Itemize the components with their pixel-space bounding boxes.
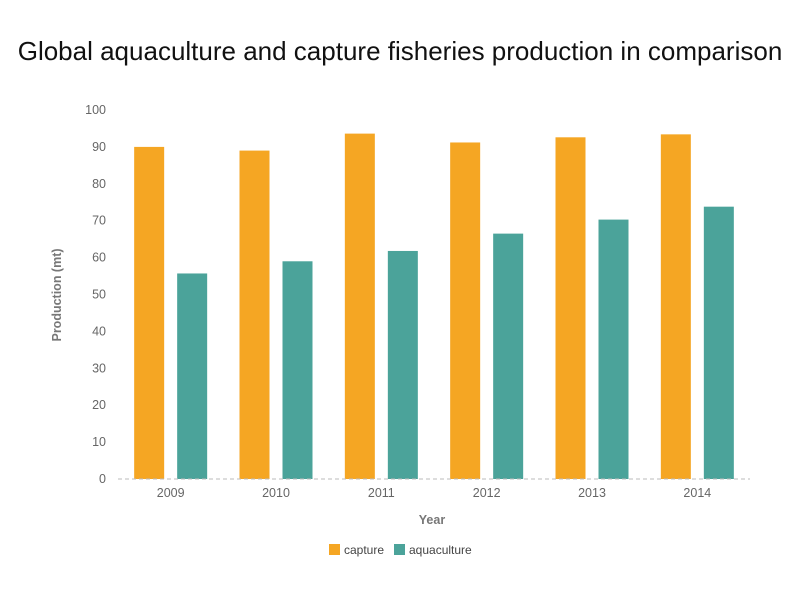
chart-title: Global aquaculture and capture fisheries… [17, 36, 783, 66]
legend-label-capture: capture [344, 543, 384, 557]
y-tick-label: 100 [85, 103, 106, 117]
bars [134, 133, 734, 480]
x-axis-ticks: 2009 2010 2011 2012 2013 2014 [157, 486, 712, 500]
y-tick-label: 90 [92, 140, 106, 154]
x-tick-label: 2010 [262, 486, 290, 500]
bar-aquaculture-2010 [282, 261, 313, 479]
legend-label-aquaculture: aquaculture [409, 543, 472, 557]
bar-capture-2010 [239, 150, 270, 479]
bar-aquaculture-2013 [598, 219, 629, 479]
bar-aquaculture-2014 [703, 206, 734, 480]
y-tick-label: 50 [92, 288, 106, 302]
y-tick-label: 20 [92, 398, 106, 412]
bar-capture-2009 [134, 146, 165, 479]
y-tick-label: 30 [92, 361, 106, 375]
bar-capture-2014 [660, 134, 691, 479]
x-tick-label: 2013 [578, 486, 606, 500]
bar-capture-2011 [344, 133, 375, 479]
x-tick-label: 2009 [157, 486, 185, 500]
x-axis-title: Year [419, 513, 446, 527]
bar-capture-2013 [555, 137, 586, 479]
legend-swatch-aquaculture [394, 544, 405, 555]
bar-aquaculture-2009 [177, 273, 208, 479]
y-tick-label: 0 [99, 472, 106, 486]
y-axis-title: Production (mt) [50, 248, 64, 341]
bar-capture-2012 [450, 142, 481, 480]
y-axis-ticks: 0 10 20 30 40 50 60 70 80 90 100 [85, 103, 106, 486]
legend-swatch-capture [329, 544, 340, 555]
x-tick-label: 2012 [473, 486, 501, 500]
y-tick-label: 80 [92, 177, 106, 191]
x-tick-label: 2014 [683, 486, 711, 500]
bar-aquaculture-2011 [387, 250, 418, 479]
y-tick-label: 70 [92, 214, 106, 228]
x-tick-label: 2011 [368, 486, 395, 500]
y-tick-label: 10 [92, 435, 106, 449]
bar-aquaculture-2012 [493, 233, 524, 479]
y-tick-label: 40 [92, 324, 106, 338]
y-tick-label: 60 [92, 251, 106, 265]
legend: capture aquaculture [329, 543, 472, 557]
